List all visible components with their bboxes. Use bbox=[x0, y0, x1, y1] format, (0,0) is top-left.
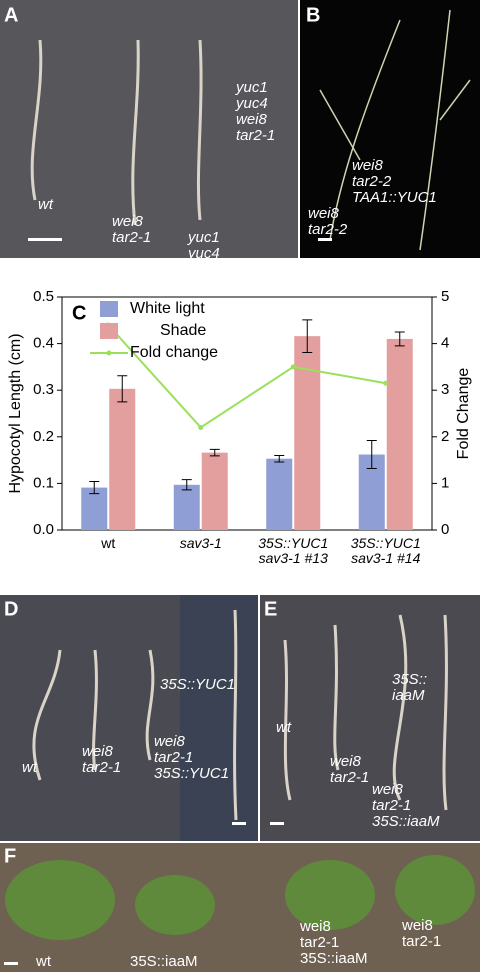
photo-label: 35S::iaaM bbox=[372, 813, 440, 830]
bar bbox=[266, 458, 293, 530]
photo-label: wt bbox=[276, 719, 292, 736]
panel-letter: E bbox=[264, 598, 277, 620]
y2-tick-label: 4 bbox=[441, 335, 449, 352]
photo-label: tar2-1 bbox=[154, 749, 193, 766]
error-bar bbox=[89, 481, 100, 495]
error-bar bbox=[394, 331, 405, 347]
plants-b bbox=[319, 9, 471, 251]
error-bar bbox=[209, 448, 220, 457]
x-tick-label: 35S::YUC1 sav3-1 #13 bbox=[258, 535, 329, 566]
y-tick-label: 0.5 bbox=[33, 288, 54, 305]
y-tick-label: 0.4 bbox=[33, 335, 54, 352]
photo-label: yuc4 bbox=[187, 245, 220, 262]
photo-a bbox=[0, 0, 298, 258]
photo-label: tar2-1 bbox=[300, 934, 339, 951]
photo-label: tar2-1 bbox=[112, 229, 151, 246]
photo-label: wei8 bbox=[372, 781, 404, 798]
fold-marker bbox=[290, 364, 296, 370]
photo-label: 35S::YUC1 bbox=[154, 765, 229, 782]
photo-label: yuc4 bbox=[235, 95, 268, 112]
photo-label: yuc1 bbox=[235, 79, 268, 96]
legend-swatch bbox=[100, 301, 118, 317]
y-tick-label: 0.0 bbox=[33, 521, 54, 538]
photo-label: wei8 bbox=[236, 111, 268, 128]
y2-tick-label: 2 bbox=[441, 428, 449, 445]
photo-label: wei8 bbox=[82, 743, 114, 760]
fold-line bbox=[107, 324, 386, 429]
legend-label: Shade bbox=[160, 322, 206, 339]
photo-label: wei8 bbox=[154, 733, 186, 750]
photo-label: wei8 bbox=[299, 918, 331, 935]
photo-label: tar2-1 bbox=[330, 769, 369, 786]
photo-label: 35S::iaaM bbox=[130, 953, 198, 970]
photo-label: tar2-1 bbox=[82, 759, 121, 776]
photo-label: iaaM bbox=[392, 687, 425, 704]
panel-letter: A bbox=[4, 4, 18, 26]
rosettes bbox=[5, 855, 475, 940]
fold-marker bbox=[198, 424, 204, 430]
photo-label: yuc1 bbox=[187, 229, 220, 246]
photo-label: tar2-2 bbox=[352, 173, 392, 190]
bar bbox=[81, 487, 108, 530]
photo-label: wt bbox=[22, 759, 38, 776]
y-tick-label: 0.3 bbox=[33, 381, 54, 398]
bar bbox=[294, 336, 321, 530]
panel-letter: F bbox=[4, 845, 16, 867]
photo-label: wei8 bbox=[308, 205, 340, 222]
error-bar bbox=[302, 319, 313, 353]
photo-label: tar2-1 bbox=[236, 127, 275, 144]
y2-tick-label: 1 bbox=[441, 474, 449, 491]
error-bar bbox=[366, 440, 377, 469]
fold-marker bbox=[383, 380, 389, 386]
bar bbox=[201, 452, 228, 530]
panel-letter: C bbox=[72, 302, 86, 324]
bar bbox=[109, 388, 136, 530]
error-bar bbox=[117, 375, 128, 403]
photo-label: tar2-2 bbox=[308, 221, 348, 238]
photo-label: tar2-1 bbox=[402, 933, 441, 950]
panel-letter: D bbox=[4, 598, 18, 620]
legend-swatch bbox=[100, 323, 118, 339]
photo-b bbox=[300, 0, 480, 258]
photo-label: wei8 bbox=[330, 753, 362, 770]
seedlings bbox=[30, 39, 448, 821]
photo-e bbox=[260, 595, 480, 841]
x-tick-label: 35S::YUC1 sav3-1 #14 bbox=[350, 535, 421, 566]
plot-frame bbox=[61, 296, 433, 531]
y-axis-label: Hypocotyl Length (cm) bbox=[7, 333, 24, 493]
y2-tick-label: 5 bbox=[441, 288, 449, 305]
photo-label: 35S::iaaM bbox=[300, 950, 368, 967]
photo-label: wei8 bbox=[112, 213, 144, 230]
photo-d-inset bbox=[180, 595, 258, 841]
photo-label: tar2-1 bbox=[372, 797, 411, 814]
y2-axis-label: Fold Change bbox=[455, 368, 472, 460]
y2-tick-label: 0 bbox=[441, 521, 449, 538]
y-tick-label: 0.1 bbox=[33, 474, 54, 491]
panel-letter: B bbox=[306, 4, 320, 26]
legend-marker bbox=[106, 350, 112, 356]
legend-label: White light bbox=[130, 300, 205, 317]
scale-bars bbox=[4, 238, 332, 965]
bar bbox=[173, 484, 200, 530]
x-tick-label: wt bbox=[101, 535, 116, 551]
photo-label: TAA1::YUC1 bbox=[352, 189, 437, 206]
photo-label: 35S::YUC1 bbox=[160, 676, 235, 693]
photo-label: 35S:: bbox=[392, 671, 427, 688]
y2-tick-label: 3 bbox=[441, 381, 449, 398]
error-bar bbox=[181, 479, 192, 491]
photo-label: wt bbox=[38, 196, 54, 213]
x-tick-label: sav3-1 bbox=[179, 535, 222, 551]
bar bbox=[386, 338, 413, 530]
y-tick-label: 0.2 bbox=[33, 428, 54, 445]
photo-label: wei8 bbox=[352, 157, 384, 174]
legend-label: Fold change bbox=[130, 344, 218, 361]
photo-label: wei8 bbox=[401, 917, 433, 934]
error-bar bbox=[274, 454, 285, 463]
photo-label: wt bbox=[35, 953, 52, 970]
